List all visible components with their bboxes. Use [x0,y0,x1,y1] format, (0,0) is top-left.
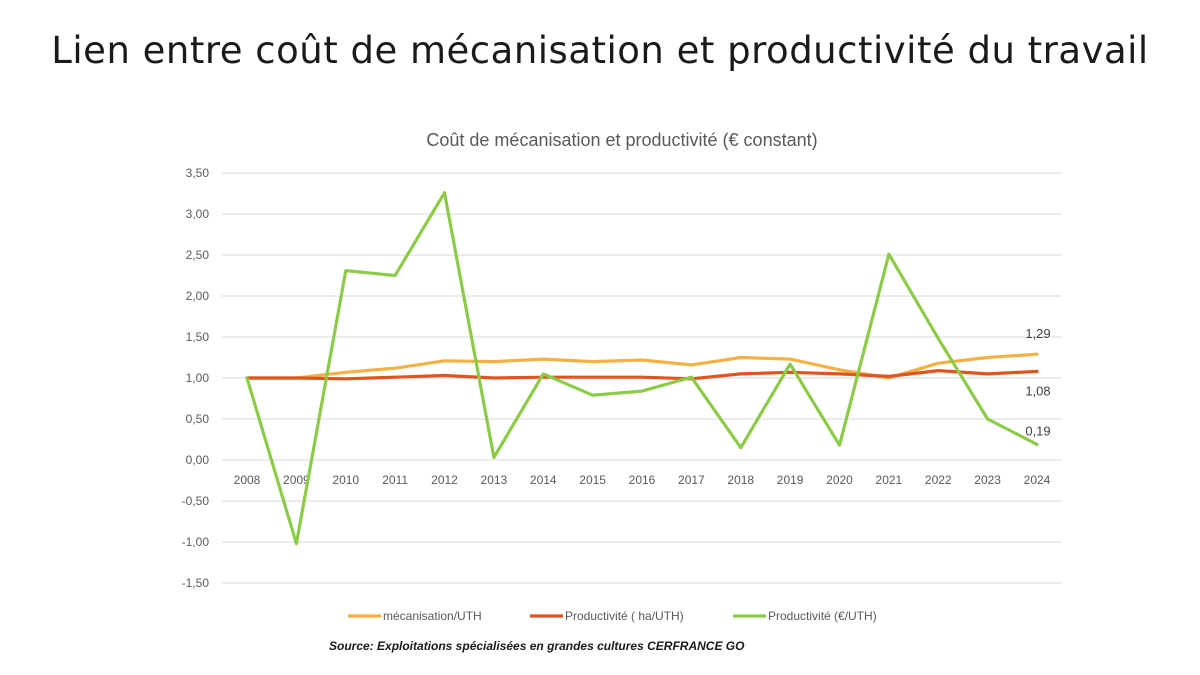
data-label-1: 1,29 [1025,326,1050,341]
data-label-2: 1,08 [1025,383,1050,398]
grid-lines [222,172,1062,584]
x-tick-label: 2016 [629,473,656,487]
x-tick-label: 2021 [876,473,903,487]
y-axis-ticks: 3,50 3,00 2,50 2,00 1,50 1,00 0,50 0,00 -0,50 -1,… [182,166,210,590]
x-tick-label: 2023 [974,473,1001,487]
data-label-3: 0,19 [1025,423,1050,438]
y-tick-label: -0,50 [182,494,210,508]
x-tick-label: 2020 [826,473,853,487]
x-tick-label: 2009 [283,473,310,487]
legend-label-1: mécanisation/UTH [383,609,482,623]
y-tick-label: 3,00 [186,207,210,221]
y-tick-label: 2,50 [186,248,210,262]
series-lines [245,191,1039,546]
legend-label-2: Productivité ( ha/UTH) [565,609,684,623]
x-axis-ticks: 2008 2009 2010 2011 2012 2013 2014 2015 2016 2017… [234,473,1051,487]
x-tick-label: 2018 [727,473,754,487]
source-note: Source: Exploitations spécialisées en gr… [329,639,745,653]
y-tick-label: 1,00 [186,371,210,385]
x-tick-label: 2011 [382,473,408,487]
x-tick-label: 2022 [925,473,952,487]
x-tick-label: 2012 [431,473,458,487]
y-tick-label: -1,50 [182,576,210,590]
y-tick-label: 3,50 [186,166,210,180]
x-tick-label: 2008 [234,473,261,487]
legend: mécanisation/UTH Productivité ( ha/UTH) Pr… [348,609,877,623]
y-tick-label: 2,00 [186,289,210,303]
x-tick-label: 2014 [530,473,557,487]
x-tick-label: 2019 [777,473,804,487]
x-tick-label: 2024 [1024,473,1051,487]
series-line-3 [245,191,1039,546]
x-tick-label: 2013 [481,473,508,487]
y-tick-label: 1,50 [186,330,210,344]
series-line-2 [245,369,1039,381]
x-tick-label: 2010 [332,473,359,487]
legend-label-3: Productivité (€/UTH) [768,609,877,623]
x-tick-label: 2015 [579,473,606,487]
page-title: Lien entre coût de mécanisation et produ… [51,29,1149,72]
y-tick-label: 0,50 [186,412,210,426]
x-tick-label: 2017 [678,473,705,487]
y-tick-label: -1,00 [182,535,210,549]
y-tick-label: 0,00 [186,453,210,467]
data-labels: 1,29 1,08 0,19 [1025,326,1050,438]
chart-title: Coût de mécanisation et productivité (€ … [426,130,817,150]
